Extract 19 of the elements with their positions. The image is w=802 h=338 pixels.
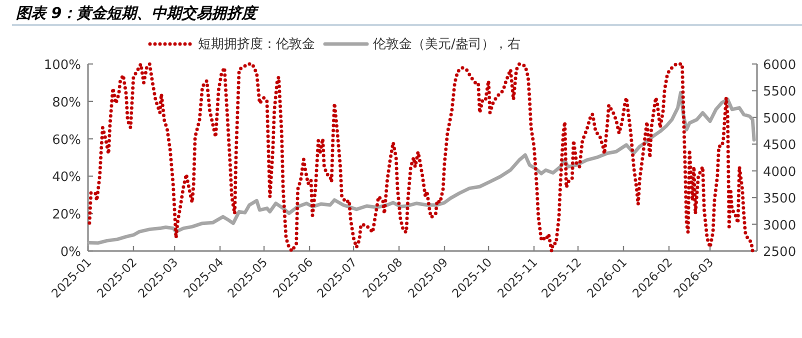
y-tick-label: 0%: [60, 245, 81, 260]
y2-tick-label: 3500: [763, 192, 796, 207]
y2-tick-label: 4500: [763, 138, 796, 154]
y2-tick-label: 5500: [763, 84, 796, 100]
legend-label: 短期拥挤度：伦敦金: [198, 36, 315, 52]
y2-tick-label: 3000: [763, 218, 796, 234]
y-tick-label: 100%: [44, 58, 81, 73]
legend-label: 伦敦金（美元/盎司），右: [373, 36, 520, 52]
y-tick-label: 20%: [52, 208, 81, 223]
y2-tick-label: 6000: [763, 58, 796, 73]
y2-tick-label: 4000: [763, 164, 796, 180]
y2-tick-label: 5000: [763, 111, 796, 126]
chart-title: 图表 9：黄金短期、中期交易拥挤度: [16, 4, 260, 22]
y-tick-label: 80%: [52, 95, 81, 110]
y2-tick-label: 2500: [763, 245, 796, 260]
y-tick-label: 60%: [52, 132, 81, 148]
line-series: [88, 90, 756, 245]
line-series: [88, 62, 754, 253]
y-tick-label: 40%: [52, 170, 81, 186]
